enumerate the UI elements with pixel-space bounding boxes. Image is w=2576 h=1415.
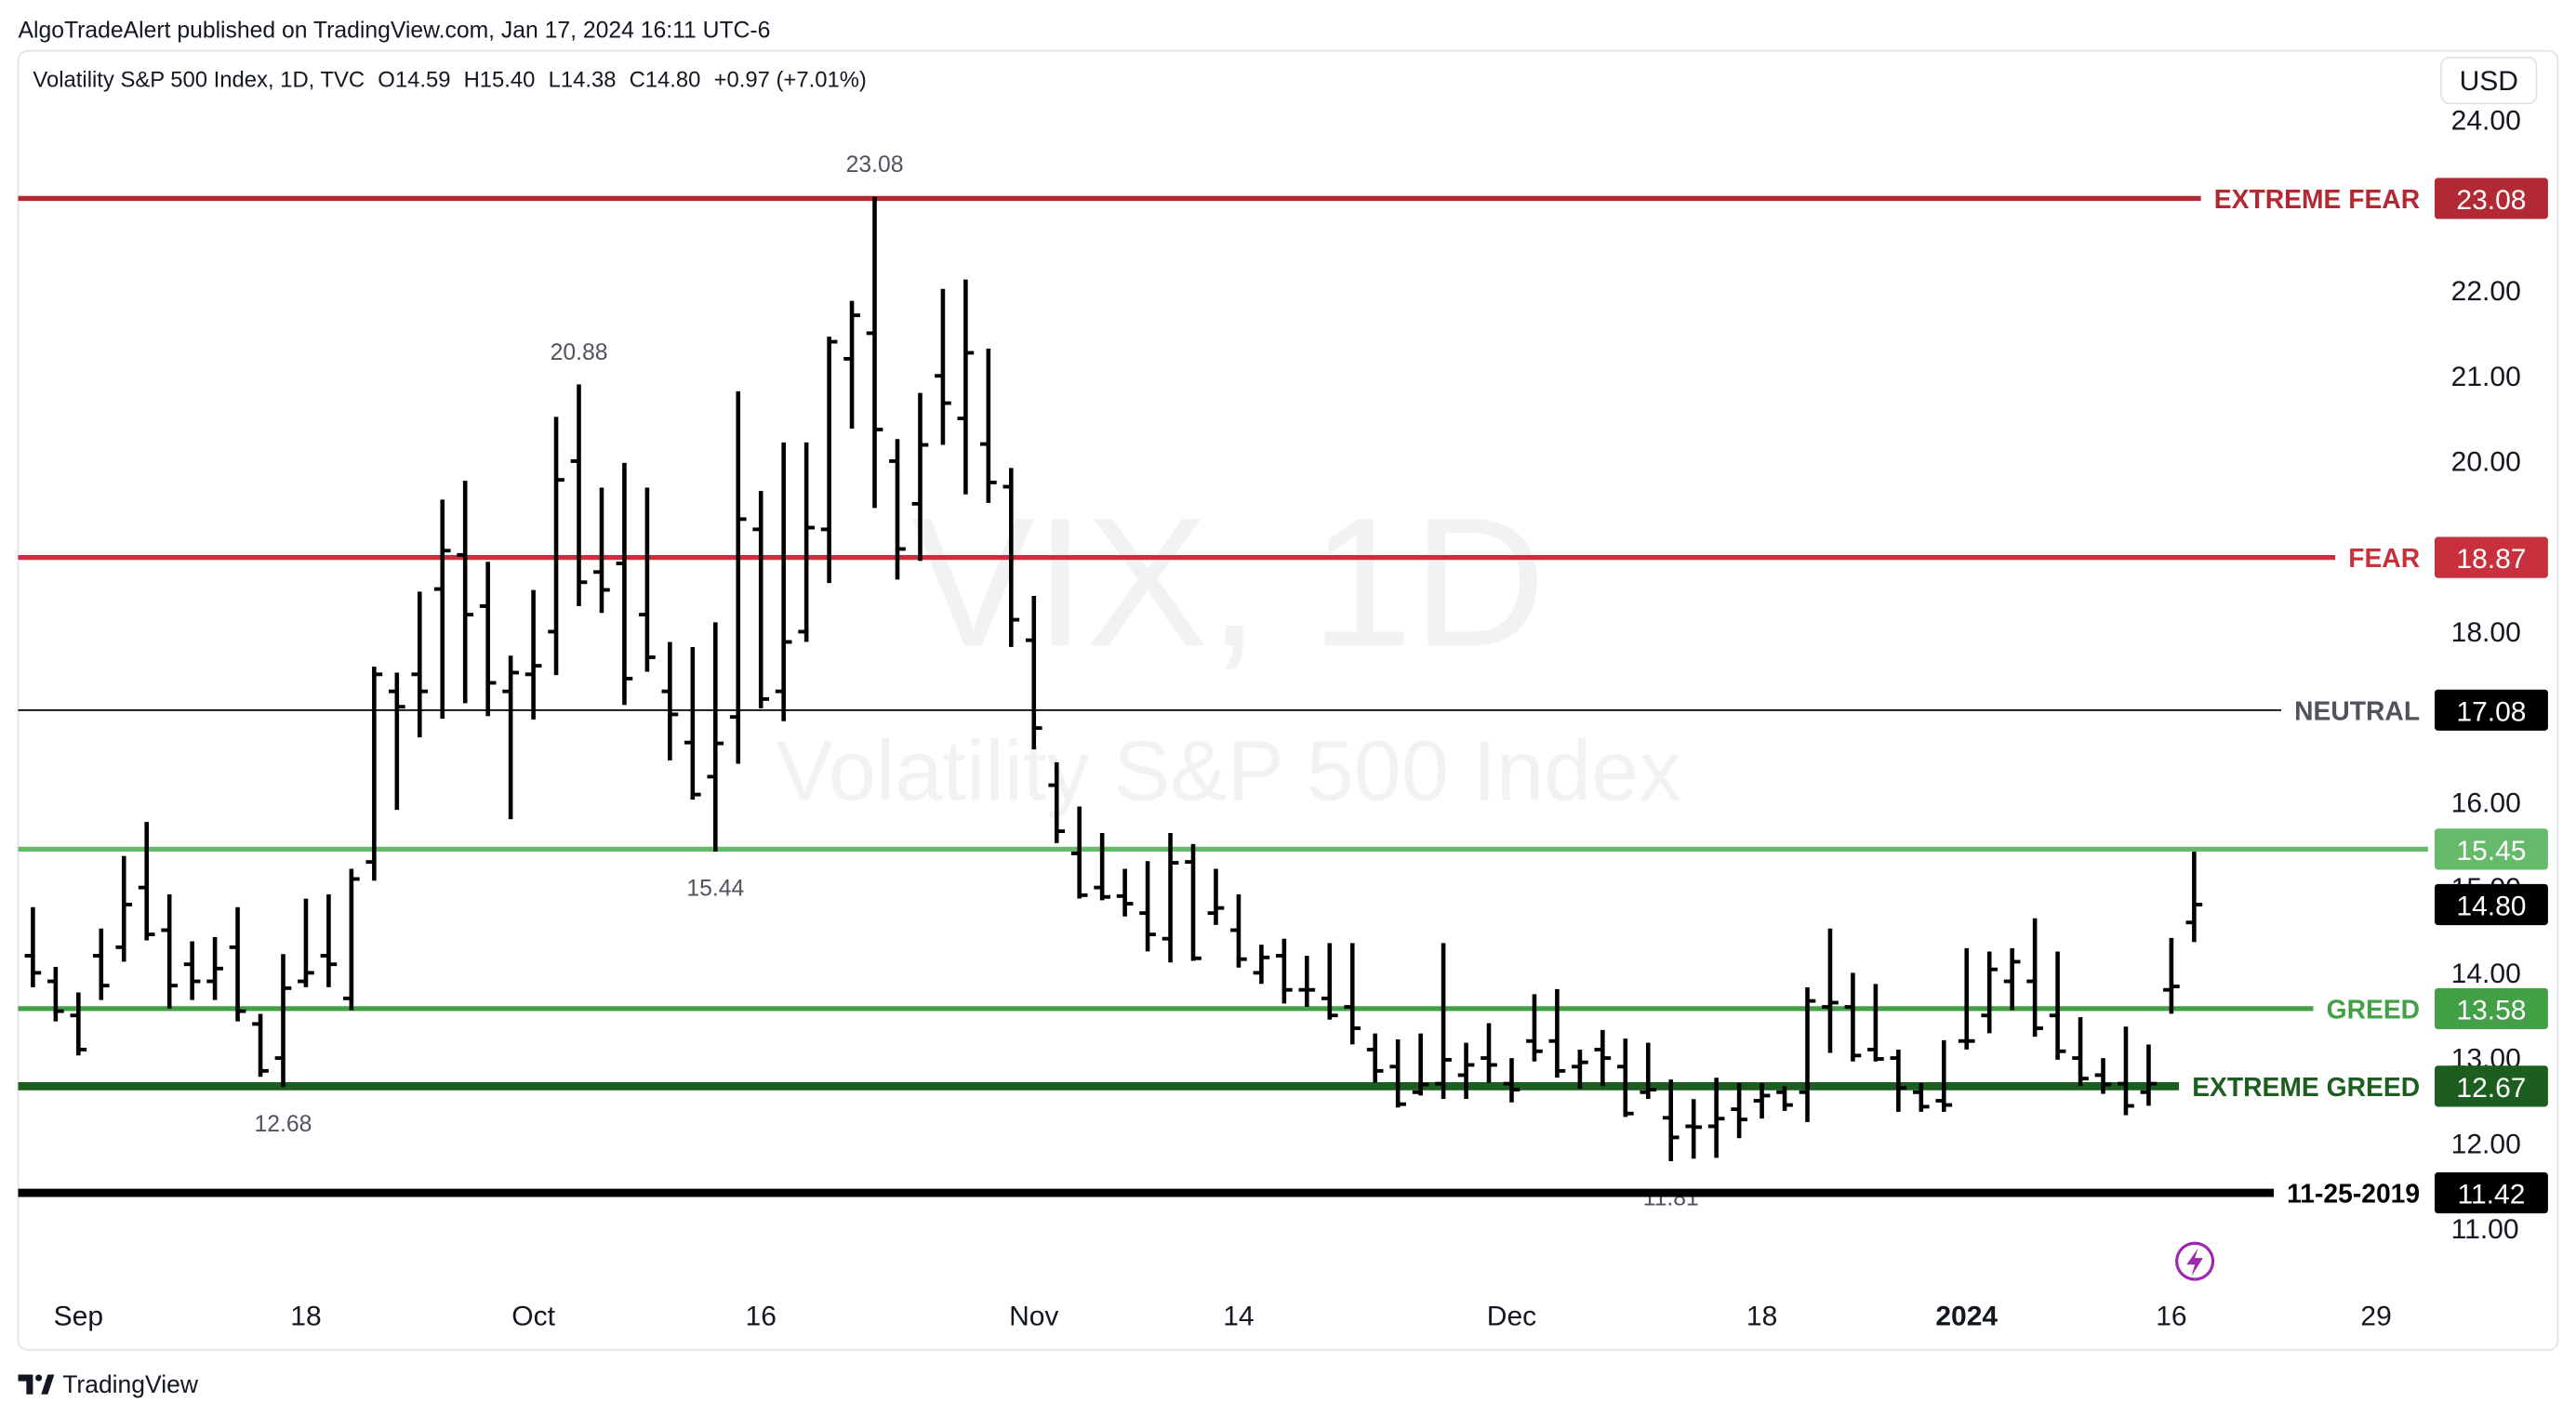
price-box (2435, 536, 2548, 578)
legend-value: L14.38 (549, 68, 617, 93)
x-tick-label: 2024 (1935, 1302, 1998, 1332)
x-tick-label: 29 (2360, 1302, 2391, 1332)
price-box-label: 23.08 (2456, 185, 2526, 216)
price-box-label: 18.87 (2456, 544, 2526, 575)
watermark-title: VIX, 1D (912, 479, 1547, 684)
extreme-label: 12.68 (255, 1112, 312, 1137)
price-box (2435, 689, 2548, 731)
level-label: 11-25-2019 (2287, 1179, 2420, 1209)
price-box-label: 14.80 (2456, 891, 2526, 921)
y-tick-label: 24.00 (2451, 106, 2521, 137)
byline: AlgoTradeAlert published on TradingView.… (19, 19, 771, 44)
price-box-label: 12.67 (2456, 1073, 2526, 1104)
x-tick-label: Nov (1009, 1302, 1058, 1332)
x-tick-label: 16 (746, 1302, 777, 1332)
x-tick-label: Dec (1487, 1302, 1536, 1332)
level-label: EXTREME FEAR (2214, 184, 2420, 214)
price-box-label: 17.08 (2456, 696, 2526, 727)
chart-frame (17, 49, 2559, 1351)
price-box (2435, 883, 2548, 926)
footer: TradingView (62, 1370, 199, 1398)
legend-value: C14.80 (630, 68, 701, 93)
x-tick-label: Sep (54, 1302, 103, 1332)
price-box (2435, 987, 2548, 1029)
y-tick-label: 16.00 (2451, 788, 2521, 819)
x-tick-label: 18 (290, 1302, 321, 1332)
price-box (2435, 1065, 2548, 1107)
x-tick-label: 16 (2156, 1302, 2186, 1332)
watermark-subtitle: Volatility S&P 500 Index (777, 723, 1682, 818)
level-label: NEUTRAL (2294, 695, 2420, 725)
y-tick-label: 22.00 (2451, 276, 2521, 307)
extreme-label: 15.44 (686, 877, 744, 902)
footer-logo (18, 1374, 55, 1395)
legend-value: O14.59 (378, 68, 450, 93)
level-label: FEAR (2348, 543, 2420, 573)
price-box (2435, 1171, 2548, 1214)
y-tick-label: 12.00 (2451, 1129, 2521, 1159)
x-tick-label: 18 (1746, 1302, 1777, 1332)
x-tick-label: Oct (511, 1302, 555, 1332)
currency-button[interactable] (2440, 56, 2538, 105)
price-box-label: 15.45 (2456, 836, 2526, 866)
level-label: GREED (2327, 994, 2420, 1024)
extreme-label: 20.88 (551, 340, 608, 365)
y-tick-label: 21.00 (2451, 362, 2521, 392)
x-tick-label: 14 (1223, 1302, 1254, 1332)
extreme-label: 23.08 (846, 152, 904, 178)
legend-value: +0.97 (+7.01%) (714, 68, 867, 93)
legend-value: H15.40 (464, 68, 536, 93)
level-label: EXTREME GREED (2192, 1072, 2420, 1102)
price-box-label: 11.42 (2458, 1180, 2526, 1210)
y-tick-label: 20.00 (2451, 447, 2521, 478)
currency[interactable]: USD (2460, 66, 2518, 97)
y-tick-label: 11.00 (2451, 1214, 2519, 1245)
legend: Volatility S&P 500 Index, 1D, TVC O14.59 H… (33, 68, 866, 93)
y-tick-label: 18.00 (2451, 617, 2521, 648)
price-box (2435, 178, 2548, 219)
price-box-label: 13.58 (2456, 995, 2526, 1025)
alert-icon (2175, 1241, 2215, 1281)
symbol: Volatility S&P 500 Index, 1D, TVC (33, 68, 365, 93)
price-box (2435, 828, 2548, 870)
y-tick-label: 14.00 (2451, 959, 2521, 989)
